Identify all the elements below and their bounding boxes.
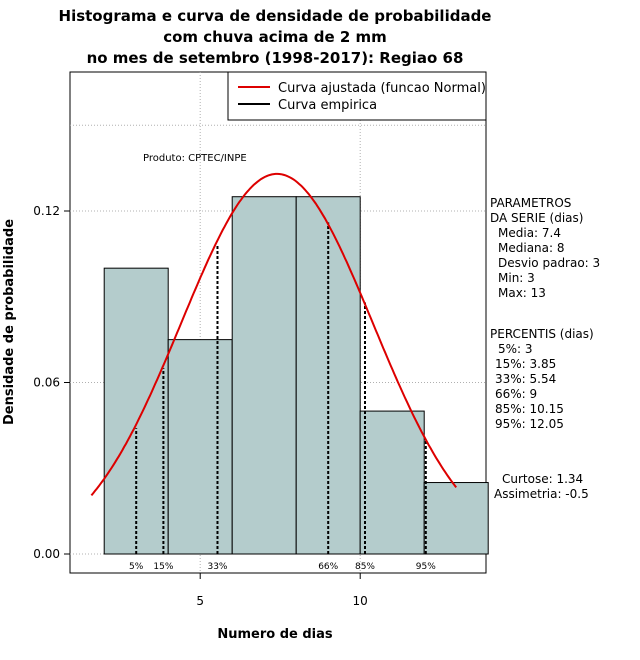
param-min: Min: 3 <box>498 271 535 285</box>
param-sd: Desvio padrao: 3 <box>498 256 601 270</box>
y-tick-label-0.00: 0.00 <box>33 547 60 561</box>
product-annotation: Produto: CPTEC/INPE <box>143 153 247 164</box>
percentile-95: 95%: 12.05 <box>495 417 564 431</box>
percentile-label-95: 95% <box>416 562 436 572</box>
axes: 0.00 0.06 0.12 5 10 Numero de dias Densidade d… <box>2 204 368 642</box>
percentile-label-33: 33% <box>207 562 227 572</box>
percentis-title: PERCENTIS (dias) <box>490 327 594 341</box>
legend-box <box>227 71 487 121</box>
histogram-bars <box>103 196 489 555</box>
y-axis-label: Densidade de probabilidade <box>2 219 17 425</box>
percentile-label-85: 85% <box>355 562 375 572</box>
x-axis-label: Numero de dias <box>217 627 333 642</box>
histogram-bar-6 <box>423 482 489 555</box>
normal-fit-curve <box>90 172 457 497</box>
histogram-bar-3 <box>231 196 297 555</box>
percentile-lines: 5% 15% 33% 66% 85% 95% <box>129 222 436 572</box>
x-tick-label-5: 5 <box>196 594 204 608</box>
legend: Curva ajustada (funcao Normal) Curva empi… <box>227 71 487 121</box>
param-mean: Media: 7.4 <box>498 226 561 240</box>
percentile-label-15: 15% <box>153 562 173 572</box>
title-line-2: com chuva acima de 2 mm <box>163 28 387 46</box>
percentiles-panel: PERCENTIS (dias) 5%: 3 15%: 3.85 33%: 5.… <box>490 327 594 432</box>
normal-fit-line <box>90 172 457 497</box>
percentile-label-66: 66% <box>318 562 338 572</box>
histogram-bar-4 <box>295 196 361 555</box>
x-tick-label-10: 10 <box>353 594 368 608</box>
percentile-5: 5%: 3 <box>498 342 533 356</box>
params-title-1: PARAMETROS <box>490 196 572 210</box>
legend-label-2: Curva empirica <box>278 98 377 113</box>
percentile-66: 66%: 9 <box>495 387 538 401</box>
histogram-bar-5 <box>359 410 425 555</box>
histogram-bar-2 <box>167 339 233 555</box>
param-median: Mediana: 8 <box>498 241 565 255</box>
percentile-label-5: 5% <box>129 562 144 572</box>
params-title-2: DA SERIE (dias) <box>490 211 584 225</box>
percentile-85: 85%: 10.15 <box>495 402 564 416</box>
shape-stats: Curtose: 1.34 Assimetria: -0.5 <box>494 472 589 502</box>
percentile-15: 15%: 3.85 <box>495 357 557 371</box>
legend-label-1: Curva ajustada (funcao Normal) <box>278 81 486 96</box>
param-max: Max: 13 <box>498 286 546 300</box>
kurtosis: Curtose: 1.34 <box>502 472 584 486</box>
y-tick-label-0.06: 0.06 <box>33 376 60 390</box>
title-line-1: Histograma e curva de densidade de proba… <box>59 7 492 25</box>
title-line-3: no mes de setembro (1998-2017): Regiao 6… <box>87 49 464 67</box>
percentile-33: 33%: 5.54 <box>495 372 557 386</box>
skewness: Assimetria: -0.5 <box>494 487 589 501</box>
chart-title: Histograma e curva de densidade de proba… <box>59 7 492 67</box>
y-tick-label-0.12: 0.12 <box>33 204 60 218</box>
series-parameters: PARAMETROS DA SERIE (dias) Media: 7.4 Me… <box>490 196 600 301</box>
